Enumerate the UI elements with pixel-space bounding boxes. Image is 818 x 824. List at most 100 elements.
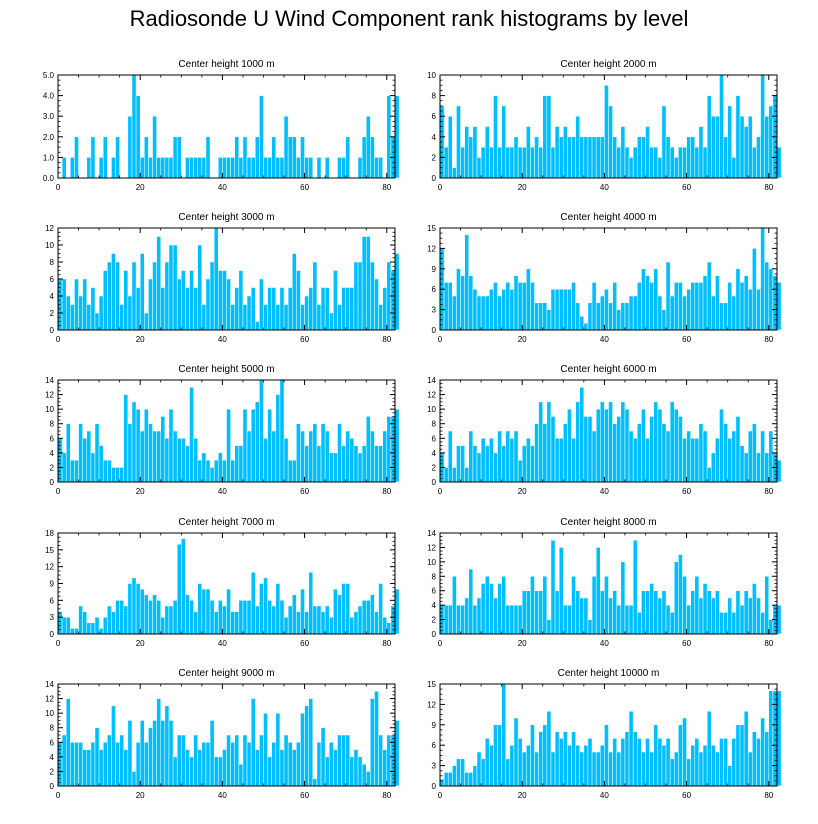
histogram-bar <box>213 611 219 635</box>
histogram-bar <box>563 423 568 483</box>
histogram-bar <box>530 282 535 331</box>
histogram-bar <box>345 287 351 331</box>
histogram-bar <box>308 572 314 635</box>
histogram-bar <box>641 751 646 787</box>
histogram-bar <box>365 115 371 179</box>
histogram-bar <box>197 459 203 483</box>
histogram-bar <box>731 430 737 483</box>
histogram-bar <box>661 105 667 179</box>
histogram-bar <box>65 295 71 331</box>
histogram-bar <box>160 287 166 331</box>
histogram-bar <box>567 288 572 331</box>
histogram-bar <box>698 282 704 331</box>
histogram-bar <box>267 600 272 635</box>
histogram-bar <box>624 731 630 787</box>
x-tick-label: 80 <box>764 335 773 344</box>
histogram-bar <box>205 588 211 635</box>
histogram-bar <box>542 724 548 787</box>
histogram-bar <box>193 157 198 179</box>
histogram-bar <box>213 459 219 483</box>
x-tick-label: 20 <box>136 183 145 192</box>
histogram-bar <box>370 261 375 331</box>
histogram-bar <box>575 115 580 179</box>
histogram-bar <box>287 136 293 179</box>
histogram-bar <box>521 590 527 635</box>
histogram-bar <box>70 304 75 331</box>
histogram-bar <box>250 287 256 331</box>
histogram-bar <box>378 304 383 331</box>
histogram-bar <box>197 583 203 635</box>
histogram-bar <box>135 95 141 179</box>
histogram-bar <box>181 734 186 787</box>
histogram-bar <box>476 295 482 331</box>
histogram-bar <box>739 445 745 483</box>
histogram-bar <box>74 742 79 787</box>
histogram-bar <box>768 619 774 635</box>
y-tick-label: 12 <box>427 543 436 552</box>
histogram-bar <box>218 270 223 331</box>
histogram-bar <box>534 751 539 787</box>
histogram-bar <box>554 438 560 483</box>
histogram-bar <box>752 423 757 483</box>
histogram-bar <box>464 126 470 179</box>
histogram-bar <box>300 304 305 331</box>
histogram-bar <box>94 727 100 787</box>
x-tick-label: 0 <box>56 639 61 648</box>
histogram-bar <box>632 731 638 787</box>
histogram-bar <box>534 302 539 331</box>
histogram-bar <box>472 445 478 483</box>
histogram-bar <box>612 423 617 483</box>
histogram-bar <box>641 408 646 483</box>
histogram-bar <box>665 136 671 179</box>
histogram-bar <box>328 742 334 787</box>
histogram-bar <box>230 459 235 483</box>
histogram-bar <box>168 605 174 635</box>
histogram-bar <box>176 278 182 331</box>
histogram-bar <box>719 738 724 787</box>
histogram-bar <box>616 751 622 787</box>
histogram-bar <box>341 734 346 787</box>
histogram-bar <box>279 600 285 635</box>
histogram-bar <box>205 278 211 331</box>
histogram-bar <box>493 95 498 179</box>
histogram-bar <box>579 387 585 483</box>
panel-title: Center height 7000 m <box>178 517 274 528</box>
histogram-bar <box>365 600 371 635</box>
histogram-bar <box>456 445 461 483</box>
histogram-bar <box>370 594 375 635</box>
x-tick-label: 0 <box>56 791 61 800</box>
histogram-bar <box>480 295 486 331</box>
x-tick-label: 20 <box>136 639 145 648</box>
histogram-bar <box>731 157 737 179</box>
histogram-bar <box>624 146 630 179</box>
histogram-bar <box>164 157 170 179</box>
histogram-bar <box>86 622 92 635</box>
histogram-bar <box>296 611 301 635</box>
histogram-bar <box>489 146 494 179</box>
histogram-bar <box>706 710 712 787</box>
histogram-bar <box>583 744 589 787</box>
histogram-panel: Center height 5000 m 0 20 40 60 80 0 2 4 6 8 10 12 14 <box>45 364 400 496</box>
panel-title: Center height 4000 m <box>560 212 656 223</box>
histogram-bar <box>608 302 613 331</box>
y-tick-label: 10 <box>45 241 54 250</box>
x-tick-label: 40 <box>218 791 227 800</box>
x-tick-label: 80 <box>382 791 391 800</box>
histogram-bar <box>292 136 297 179</box>
x-tick-label: 20 <box>518 335 527 344</box>
histogram-bar <box>234 611 240 635</box>
histogram-bar <box>571 282 576 331</box>
histogram-bar <box>394 95 400 179</box>
histogram-bar <box>189 756 194 787</box>
histogram-bar <box>587 136 593 179</box>
histogram-bar <box>152 261 157 331</box>
histogram-bar <box>558 136 564 179</box>
histogram-bar <box>168 244 174 331</box>
histogram-bar <box>653 724 659 787</box>
histogram-bar <box>259 95 264 179</box>
histogram-bar <box>645 126 650 179</box>
histogram-bar <box>513 717 519 787</box>
histogram-bar <box>493 452 498 483</box>
histogram-bar <box>546 401 552 483</box>
histogram-bar <box>443 772 449 787</box>
